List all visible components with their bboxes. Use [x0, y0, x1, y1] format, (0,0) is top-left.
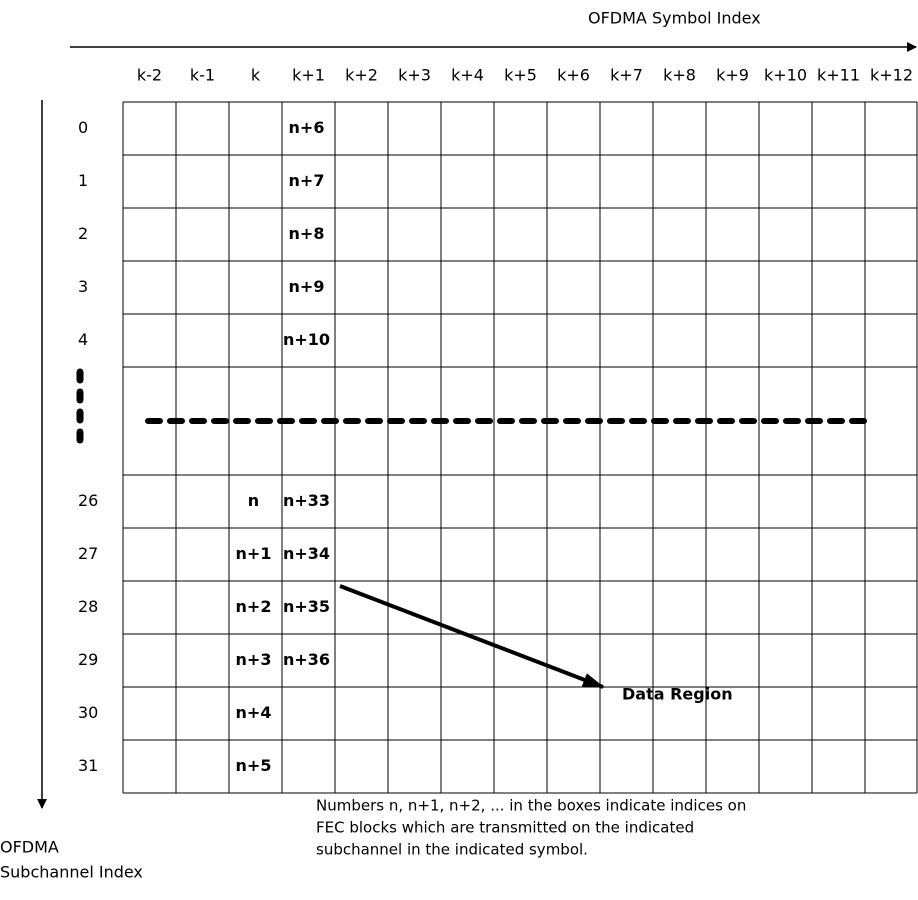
column-header: k+1	[292, 66, 325, 85]
cell-text: n+10	[283, 330, 330, 349]
cell-text: n+3	[236, 650, 272, 669]
row-label: 31	[78, 756, 98, 775]
x-axis-title: OFDMA Symbol Index	[588, 9, 761, 28]
cell-text: n+6	[289, 118, 325, 137]
row-label: 4	[78, 330, 88, 349]
row-label: 1	[78, 171, 88, 190]
column-header: k+8	[663, 66, 696, 85]
column-header: k+11	[817, 66, 860, 85]
column-header: k+4	[451, 66, 484, 85]
cell-text: n+7	[289, 171, 325, 190]
column-header: k+9	[716, 66, 749, 85]
cell-text: n+34	[283, 544, 330, 563]
column-header: k+5	[504, 66, 537, 85]
column-header: k+6	[557, 66, 590, 85]
cell-text: n+8	[289, 224, 325, 243]
column-header: k+7	[610, 66, 643, 85]
cell-text: n+1	[236, 544, 272, 563]
column-header: k-1	[190, 66, 215, 85]
cell-text: n+2	[236, 597, 272, 616]
note-line: subchannel in the indicated symbol.	[316, 841, 588, 859]
cell-text: n+9	[289, 277, 325, 296]
cell-text: n+36	[283, 650, 330, 669]
annotation: Data Region	[622, 685, 733, 704]
column-header: k+10	[764, 66, 807, 85]
row-label: 27	[78, 544, 98, 563]
row-label: 26	[78, 491, 98, 510]
column-header: k+12	[870, 66, 913, 85]
row-label: 29	[78, 650, 98, 669]
row-label: 2	[78, 224, 88, 243]
annotation-arrow	[339, 584, 605, 689]
cell-text: n	[248, 491, 259, 510]
cell-text: n+4	[236, 703, 272, 722]
note-line: Numbers n, n+1, n+2, ... in the boxes in…	[316, 797, 746, 815]
row-label: 3	[78, 277, 88, 296]
column-header: k	[251, 66, 261, 85]
cell-text: n+35	[283, 597, 330, 616]
column-header: k+3	[398, 66, 431, 85]
cell-text: n+5	[236, 756, 272, 775]
row-label: 30	[78, 703, 98, 722]
row-label: 0	[78, 118, 88, 137]
column-header: k+2	[345, 66, 378, 85]
cell-text: n+33	[283, 491, 330, 510]
y-axis-title: OFDMA	[0, 838, 59, 857]
note-line: FEC blocks which are transmitted on the …	[316, 819, 694, 837]
row-label: 28	[78, 597, 98, 616]
column-header: k-2	[137, 66, 162, 85]
y-axis-title: Subchannel Index	[0, 863, 143, 882]
